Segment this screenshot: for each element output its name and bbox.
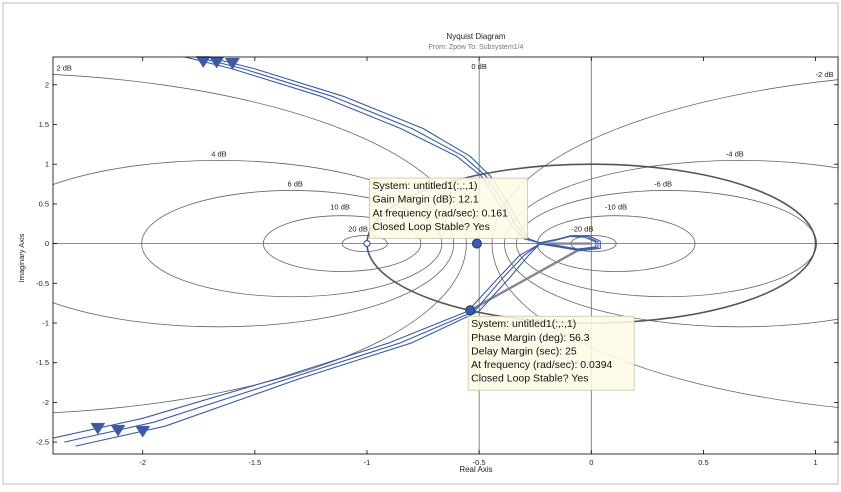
datatip-0[interactable]: System: untitled1(:,:,1) Gain Margin (dB)… <box>369 177 528 249</box>
y-tick-label-9: 2 <box>45 80 49 89</box>
y-tick-label-5: 0 <box>45 239 49 248</box>
direction-arrow-1-1 <box>110 424 126 437</box>
direction-arrow-0-1 <box>90 422 106 435</box>
datatip-line-1-2: Delay Margin (sec): 25 <box>471 345 577 357</box>
m-circle-label-8: -10 dB <box>605 202 627 211</box>
y-tick-label-2: -1.5 <box>36 358 49 367</box>
y-tick-label-4: -0.5 <box>36 279 49 288</box>
plot-background <box>53 57 838 454</box>
nyquist-curve-2[interactable] <box>75 49 601 447</box>
y-tick-label-8: 1.5 <box>39 120 49 129</box>
datatip-box-1 <box>467 315 635 391</box>
datatip-box-0 <box>369 177 528 239</box>
y-axis-label: Imaginary Axis <box>17 233 26 282</box>
critical-point-marker <box>363 239 371 248</box>
datatip-marker-0[interactable] <box>471 238 482 249</box>
m-circle-label-2: 6 dB <box>288 179 303 188</box>
m-circle-label-3: 10 dB <box>330 202 350 211</box>
x-tick-label-3: -0.5 <box>473 458 486 467</box>
direction-arrow-2-0 <box>224 57 240 70</box>
y-tick-label-7: 1 <box>45 160 49 169</box>
m-circle-label-9: -20 dB <box>571 225 593 234</box>
x-tick-label-1: -1.5 <box>248 458 261 467</box>
m-circle-label-5: -2 dB <box>816 70 834 79</box>
y-tick-label-6: 0.5 <box>39 199 49 208</box>
datatip-marker-1[interactable] <box>465 305 476 316</box>
datatip-line-1-3: At frequency (rad/sec): 0.0394 <box>471 359 612 371</box>
x-tick-label-4: 0 <box>589 458 593 467</box>
chart-subtitle: From: Zpow To: Subsystem1/4 <box>429 44 524 51</box>
m-circle-label-1: 4 dB <box>211 149 226 158</box>
x-tick-label-5: 0.5 <box>698 458 708 467</box>
m-circle-label-4: 20 dB <box>348 225 368 234</box>
datatip-line-1-1: Phase Margin (deg): 56.3 <box>471 332 590 344</box>
y-tick-label-0: -2.5 <box>36 438 49 447</box>
datatip-line-1-0: System: untitled1(:,:,1) <box>471 318 576 330</box>
datatip-line-0-3: Closed Loop Stable? Yes <box>372 221 489 233</box>
y-tick-label-1: -2 <box>42 398 49 407</box>
datatip-line-0-0: System: untitled1(:,:,1) <box>372 180 477 192</box>
m-circle-label-0: 2 dB <box>56 63 71 72</box>
x-axis-label: Real Axis <box>459 465 492 474</box>
y-tick-label-3: -1 <box>42 318 49 327</box>
zero-db-label: 0 dB <box>471 62 486 71</box>
datatip-1[interactable]: System: untitled1(:,:,1) Phase Margin (de… <box>465 305 635 391</box>
x-tick-label-0: -2 <box>139 458 146 467</box>
axes-box <box>52 56 839 455</box>
datatip-line-1-4: Closed Loop Stable? Yes <box>471 373 588 385</box>
chart-title: Nyquist Diagram <box>446 32 505 41</box>
datatip-line-0-1: Gain Margin (dB): 12.1 <box>372 194 478 206</box>
x-tick-label-6: 1 <box>813 458 817 467</box>
m-circle-label-6: -4 dB <box>726 149 744 158</box>
x-tick-label-2: -1 <box>364 458 371 467</box>
datatip-line-0-2: At frequency (rad/sec): 0.161 <box>372 207 508 219</box>
direction-arrow-0-0 <box>195 56 211 69</box>
m-circle-label-7: -6 dB <box>654 179 672 188</box>
direction-arrow-2-1 <box>135 425 151 438</box>
